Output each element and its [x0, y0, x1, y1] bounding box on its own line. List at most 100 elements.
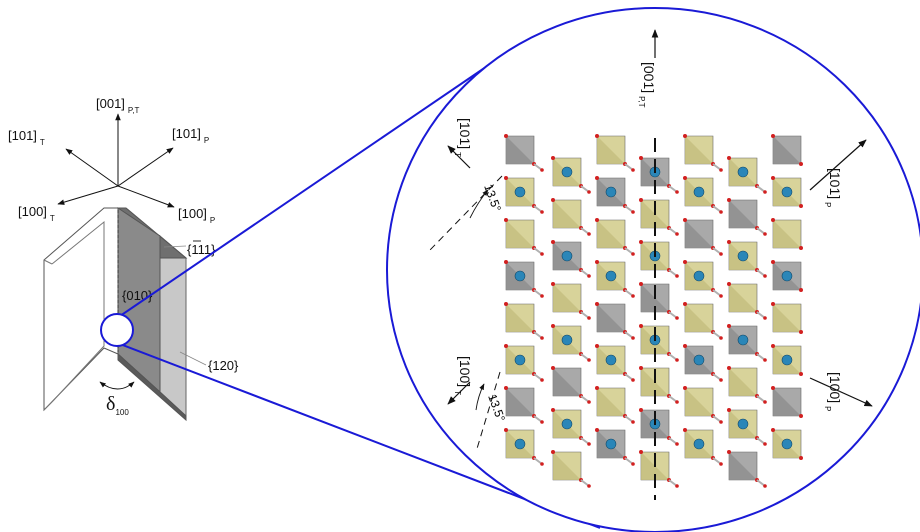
axis-101p-arrow: [117, 147, 174, 187]
octahedron-shade: [506, 388, 534, 416]
oxygen-atom: [675, 232, 679, 236]
oxygen-atom: [683, 260, 687, 264]
octahedron-shade: [685, 136, 713, 164]
oxygen-atom: [631, 210, 635, 214]
axis-100t-arrow: [57, 185, 119, 205]
oxygen-atom: [719, 336, 723, 340]
oxygen-atom: [504, 302, 508, 306]
face-111-label: {111}: [187, 242, 216, 257]
oxygen-atom: [540, 462, 544, 466]
oxygen-atom: [799, 456, 803, 460]
oxygen-atom: [719, 252, 723, 256]
oxygen-atom: [504, 134, 508, 138]
oxygen-atom: [631, 294, 635, 298]
oxygen-atom: [675, 358, 679, 362]
oxygen-atom: [719, 378, 723, 382]
zoom-101p-label: [101]P: [823, 168, 843, 207]
octahedron-shade: [553, 200, 581, 228]
oxygen-atom: [675, 274, 679, 278]
crystal-model: {111} {010} {120} δ100: [43, 207, 239, 422]
octahedron-shade: [597, 304, 625, 332]
cation-sphere: [605, 354, 617, 366]
oxygen-atom: [551, 282, 555, 286]
oxygen-atom: [683, 302, 687, 306]
oxygen-atom: [587, 190, 591, 194]
oxygen-atom: [639, 156, 643, 160]
oxygen-atom: [771, 344, 775, 348]
octahedron-shade: [685, 220, 713, 248]
octahedron-shade: [685, 388, 713, 416]
octahedron-shade: [773, 388, 801, 416]
oxygen-atom: [683, 218, 687, 222]
cation-sphere: [514, 354, 526, 366]
oxygen-atom: [639, 324, 643, 328]
oxygen-atom: [551, 450, 555, 454]
oxygen-atom: [799, 330, 803, 334]
oxygen-atom: [551, 198, 555, 202]
oxygen-atom: [595, 428, 599, 432]
oxygen-atom: [587, 274, 591, 278]
axis-101p-label: [101] P: [172, 126, 209, 145]
oxygen-atom: [799, 288, 803, 292]
octahedron-shade: [553, 368, 581, 396]
oxygen-atom: [587, 358, 591, 362]
oxygen-atom: [719, 294, 723, 298]
zoom-100t-label: [100]T: [453, 356, 473, 395]
cation-sphere: [514, 438, 526, 450]
oxygen-atom: [595, 386, 599, 390]
cation-sphere: [561, 334, 573, 346]
oxygen-atom: [799, 204, 803, 208]
axis-star: [001] P,T [101] T [101] P [100] T [100] P: [8, 96, 215, 225]
cation-sphere: [514, 270, 526, 282]
oxygen-atom: [595, 260, 599, 264]
oxygen-atom: [799, 414, 803, 418]
cation-sphere: [737, 418, 749, 430]
octahedron-shade: [597, 220, 625, 248]
octahedron-shade: [729, 452, 757, 480]
oxygen-atom: [551, 324, 555, 328]
face-120-label: {120}: [208, 358, 239, 373]
oxygen-atom: [719, 210, 723, 214]
oxygen-atom: [540, 252, 544, 256]
oxygen-atom: [504, 260, 508, 264]
cation-sphere: [693, 354, 705, 366]
cation-sphere: [561, 418, 573, 430]
cation-sphere: [693, 186, 705, 198]
oxygen-atom: [771, 260, 775, 264]
axis-100t-label: [100] T: [18, 204, 55, 223]
zoom-100p-label: [100]P: [823, 372, 843, 411]
cation-sphere: [781, 438, 793, 450]
octahedron-shade: [553, 452, 581, 480]
oxygen-atom: [763, 442, 767, 446]
angle-arc: [99, 381, 135, 390]
crystal-left-face: [43, 207, 119, 412]
octahedron-shade: [553, 284, 581, 312]
axis-101t-arrow: [65, 148, 119, 187]
oxygen-atom: [763, 484, 767, 488]
octahedron-shade: [729, 368, 757, 396]
octahedron-shade: [773, 304, 801, 332]
oxygen-atom: [763, 400, 767, 404]
oxygen-atom: [540, 210, 544, 214]
oxygen-atom: [587, 400, 591, 404]
cation-sphere: [561, 166, 573, 178]
oxygen-atom: [504, 176, 508, 180]
cation-sphere: [781, 186, 793, 198]
oxygen-atom: [683, 176, 687, 180]
oxygen-atom: [719, 420, 723, 424]
oxygen-atom: [675, 190, 679, 194]
oxygen-atom: [683, 134, 687, 138]
cation-sphere: [693, 438, 705, 450]
oxygen-atom: [799, 372, 803, 376]
crystal-face-120: [159, 234, 187, 418]
oxygen-atom: [551, 366, 555, 370]
oxygen-atom: [631, 462, 635, 466]
oxygen-atom: [675, 442, 679, 446]
octahedron-shade: [729, 284, 757, 312]
cation-sphere: [605, 270, 617, 282]
oxygen-atom: [763, 274, 767, 278]
oxygen-atom: [727, 240, 731, 244]
oxygen-atom: [727, 198, 731, 202]
oxygen-atom: [727, 156, 731, 160]
oxygen-atom: [540, 294, 544, 298]
